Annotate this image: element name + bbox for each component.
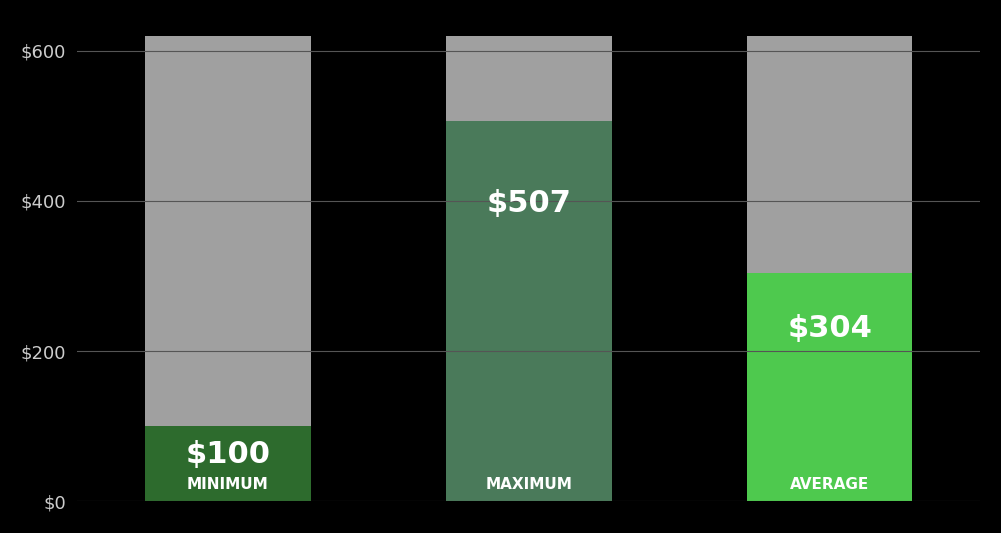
Bar [446, 36, 612, 501]
Text: MINIMUM: MINIMUM [187, 477, 269, 492]
Bar [145, 36, 310, 501]
Bar [446, 120, 612, 501]
Text: MAXIMUM: MAXIMUM [485, 477, 573, 492]
Text: $100: $100 [185, 440, 270, 469]
Text: $304: $304 [787, 314, 872, 343]
Text: AVERAGE: AVERAGE [790, 477, 869, 492]
Text: $507: $507 [486, 189, 572, 218]
Bar [747, 273, 913, 501]
Bar [747, 36, 913, 501]
Bar [145, 426, 310, 501]
